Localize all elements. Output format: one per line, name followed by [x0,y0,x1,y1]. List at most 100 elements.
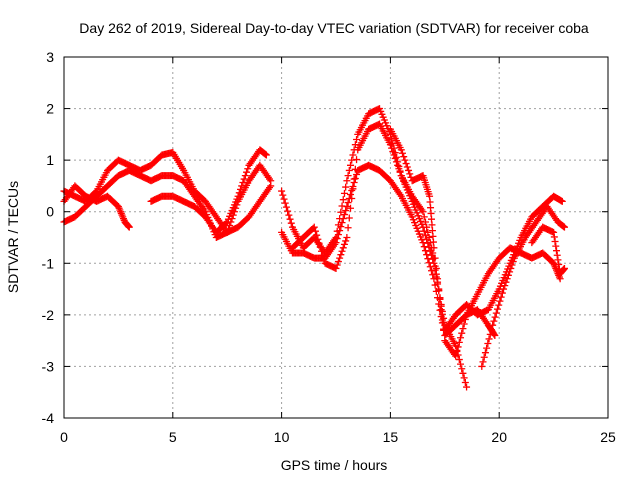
data-point-marker [345,166,353,174]
data-point-marker [558,197,566,205]
data-point-marker [344,172,352,180]
data-point-marker [554,256,562,264]
data-point-marker [484,340,492,348]
data-point-marker [390,151,398,159]
data-point-marker [457,360,465,368]
data-point-marker [286,215,294,223]
data-points [60,105,568,391]
data-point-marker [395,165,403,173]
data-point-marker [438,316,446,324]
data-point-marker [278,187,286,195]
data-point-marker [311,227,319,235]
data-point-marker [490,317,498,325]
data-point-marker [340,211,348,219]
data-point-marker [343,203,351,211]
data-point-marker [501,282,509,290]
data-point-marker [287,219,295,227]
data-point-marker [332,264,340,272]
data-point-marker [347,191,355,199]
data-point-marker [244,165,252,173]
data-point-marker [550,233,558,241]
data-point-marker [550,228,558,236]
data-point-marker [495,301,503,309]
axis-ticks: 0 5 10 15 20 25 -4 -3 -2 -1 0 1 2 3 [42,49,616,445]
data-point-marker [284,207,292,215]
data-point-marker [338,219,346,227]
data-point-marker [240,175,248,183]
data-point-marker [406,170,414,178]
data-point-marker [421,218,429,226]
y-tick-label: 1 [46,152,54,168]
data-point-marker [497,293,505,301]
data-point-marker [400,153,408,161]
data-point-marker [347,204,355,212]
data-point-marker [344,224,352,232]
data-point-marker [487,326,495,334]
data-point-marker [560,223,568,231]
data-point-marker [402,160,410,168]
data-point-marker [239,178,247,186]
data-point-marker [457,334,465,342]
data-point-marker [339,196,347,204]
data-point-marker [401,156,409,164]
series-trace-9 [478,203,568,370]
y-tick-label: -2 [42,307,55,323]
data-point-marker [285,211,293,219]
data-point-marker [316,243,324,251]
data-point-marker [235,189,243,197]
data-point-marker [434,275,442,283]
x-tick-label: 20 [491,429,507,445]
series-trace-7 [288,120,566,334]
data-point-marker [353,156,361,164]
data-point-marker [351,165,359,173]
data-point-marker [234,192,242,200]
data-point-marker [342,207,350,215]
data-point-marker [458,329,466,337]
data-point-marker [350,175,358,183]
data-point-marker [349,185,357,193]
data-point-marker [463,383,471,391]
data-point-marker [342,183,350,191]
data-point-marker [317,247,325,255]
x-tick-label: 25 [600,429,616,445]
data-point-marker [391,154,399,162]
data-point-marker [553,247,561,255]
data-point-marker [428,267,436,275]
data-point-marker [461,378,469,386]
data-point-marker [403,163,411,171]
data-point-marker [397,146,405,154]
data-point-marker [492,309,500,317]
x-tick-label: 5 [169,429,177,445]
data-point-marker [339,215,347,223]
data-point-marker [430,244,438,252]
data-point-marker [125,223,133,231]
data-point-marker [236,185,244,193]
data-point-marker [503,275,511,283]
data-point-marker [480,353,488,361]
data-point-marker [388,144,396,152]
data-point-marker [496,297,504,305]
data-point-marker [398,149,406,157]
data-point-marker [507,264,515,272]
data-point-marker [429,249,437,257]
y-tick-label: -3 [42,358,55,374]
data-point-marker [353,136,361,144]
x-axis-label: GPS time / hours [281,457,388,473]
data-point-marker [452,352,460,360]
data-point-marker [486,330,494,338]
data-point-marker [459,325,467,333]
y-tick-label: 3 [46,49,54,65]
data-point-marker [551,238,559,246]
data-point-marker [420,213,428,221]
data-point-marker [424,255,432,263]
plot-frame [63,56,609,419]
data-point-marker [455,356,463,364]
data-point-marker [340,240,348,248]
data-point-marker [491,313,499,321]
data-point-marker [504,271,512,279]
data-point-marker [506,268,514,276]
data-point-marker [396,168,404,176]
data-point-marker [489,321,497,329]
data-point-marker [552,242,560,250]
